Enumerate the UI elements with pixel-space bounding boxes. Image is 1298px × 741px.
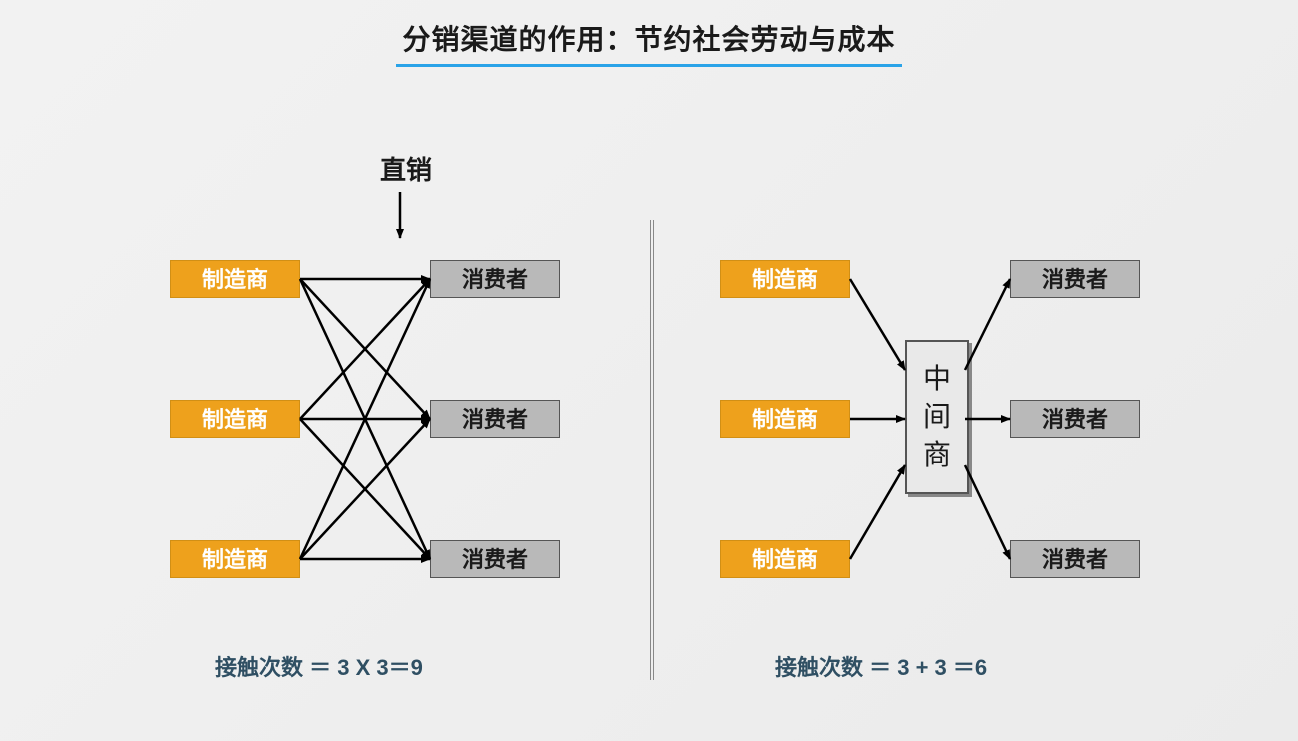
left-consumer-node: 消费者 [430, 400, 560, 438]
left-formula: 接触次数 ＝ 3 X 3＝9 [215, 650, 423, 682]
right-formula: 接触次数 ＝ 3 + 3 ＝6 [775, 650, 987, 682]
left-consumer-node: 消费者 [430, 260, 560, 298]
left-producer-node: 制造商 [170, 260, 300, 298]
diagram-canvas: 直销 制造商消费者制造商消费者制造商消费者制造商消费者制造商消费者制造商消费者 … [0, 120, 1298, 680]
page-title: 分销渠道的作用：节约社会劳动与成本 [396, 18, 901, 67]
title-wrap: 分销渠道的作用：节约社会劳动与成本 [0, 18, 1298, 67]
right-consumer-node: 消费者 [1010, 540, 1140, 578]
right-producer-node: 制造商 [720, 260, 850, 298]
right-consumer-node: 消费者 [1010, 400, 1140, 438]
middleman-node: 中间商 [905, 340, 969, 494]
diagram-divider [650, 220, 654, 680]
right-producer-node: 制造商 [720, 400, 850, 438]
right-consumer-node: 消费者 [1010, 260, 1140, 298]
left-producer-node: 制造商 [170, 400, 300, 438]
left-producer-node: 制造商 [170, 540, 300, 578]
left-consumer-node: 消费者 [430, 540, 560, 578]
left-diagram-label: 直销 [380, 150, 432, 187]
right-producer-node: 制造商 [720, 540, 850, 578]
